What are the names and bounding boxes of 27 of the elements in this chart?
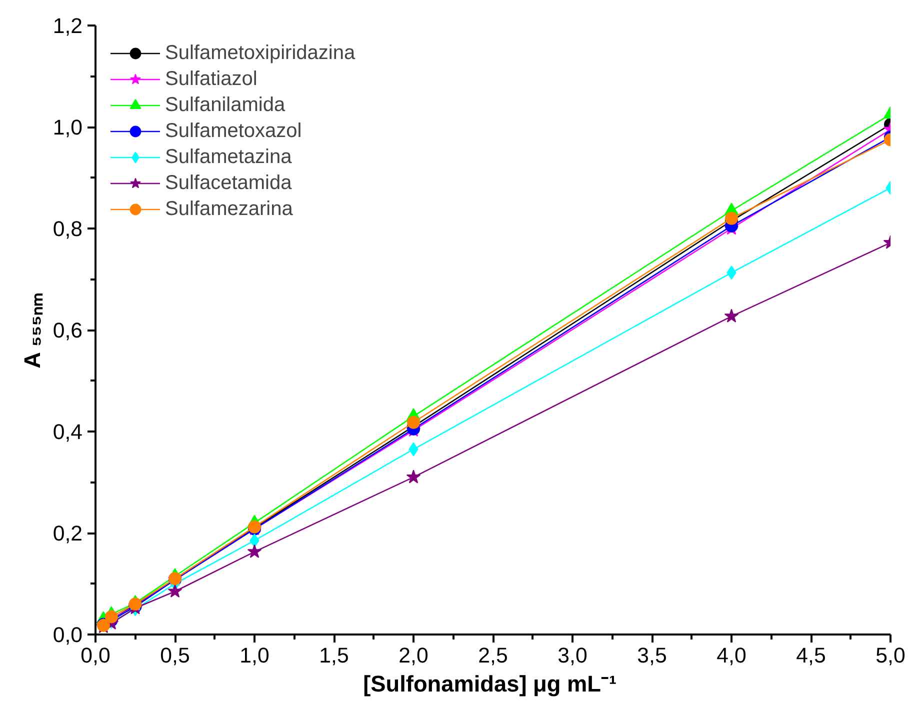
x-tick-label: 4,0 [716,644,746,668]
y-tick-label: 0,2 [52,522,83,546]
legend-label: Sulfametoxipiridazina [165,40,356,66]
y-axis-title: A ₅₅₅ₙₘ [18,292,45,368]
x-tick-label: 3,5 [637,644,667,668]
x-tick-label: 1,0 [240,644,270,668]
x-tick-label: 3,0 [558,644,588,668]
x-axis-title: [Sulfonamidas] μg mL⁻¹ [363,670,617,696]
x-tick-label: 4,5 [796,644,826,668]
legend-label: Sulfamezarina [165,196,293,222]
x-tick-label: 2,0 [398,644,428,668]
legend-label: Sulfacetamida [165,170,292,196]
legend-label: Sulfametoxazol [165,118,302,144]
legend-label: Sulfanilamida [165,92,286,118]
y-tick-label: 0,0 [52,623,83,647]
x-tick-label: 0,0 [80,644,110,668]
y-tick-label: 1,0 [52,116,83,140]
legend-label: Sulfatiazol [165,66,258,92]
legend-label: Sulfametazina [165,144,292,170]
y-tick-label: 0,4 [52,420,83,444]
x-tick-label: 0,5 [160,644,190,668]
y-tick-label: 0,8 [52,217,83,241]
y-tick-label: 1,2 [52,14,83,38]
x-tick-label: 1,5 [319,644,349,668]
x-tick-label: 5,0 [876,644,906,668]
y-tick-label: 0,6 [52,318,83,342]
x-tick-label: 2,5 [478,644,508,668]
